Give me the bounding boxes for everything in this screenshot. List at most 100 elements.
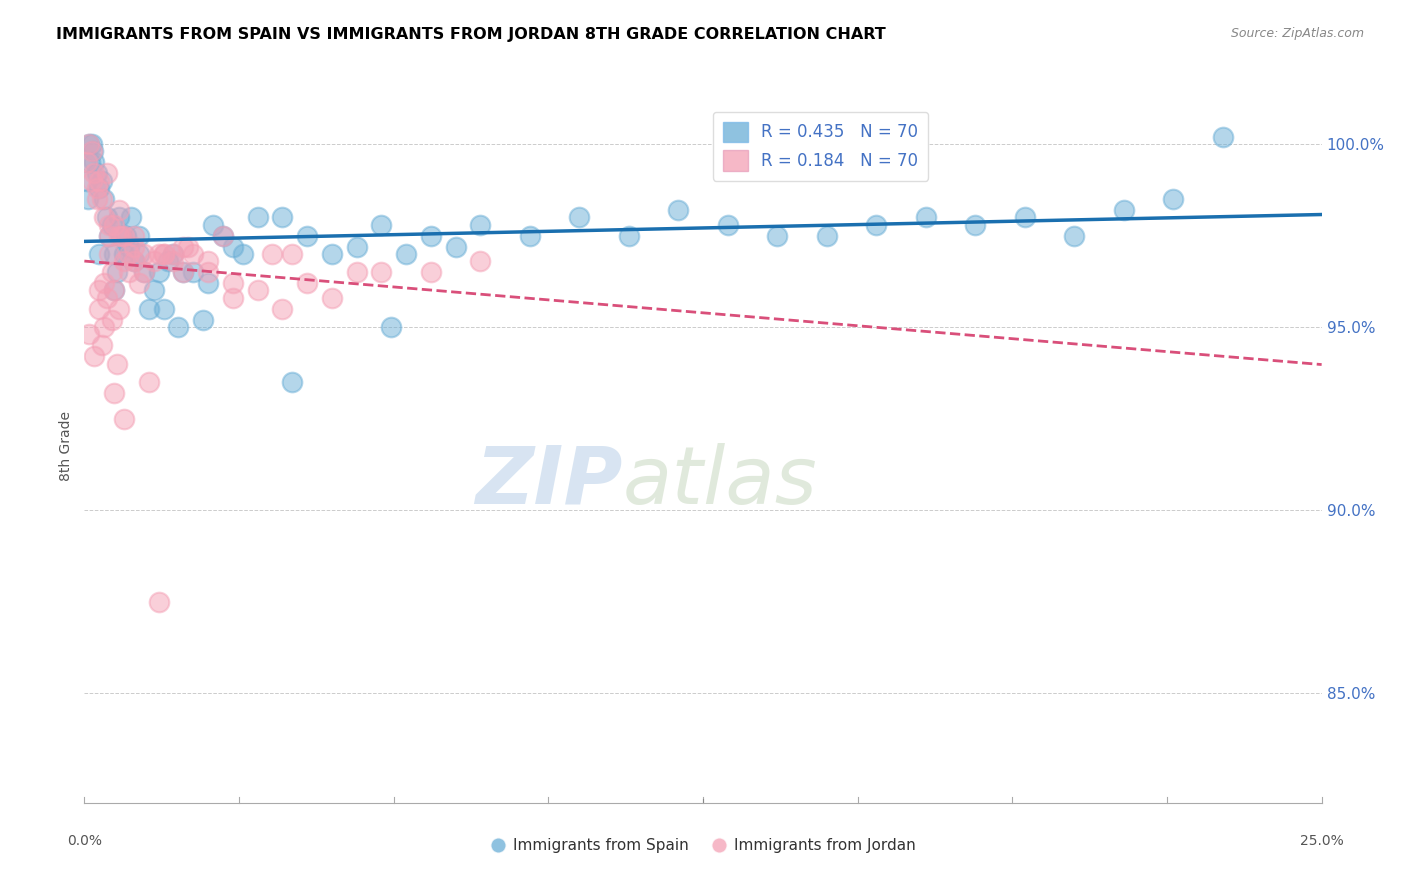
Point	[89, 284, 111, 298]
Point	[96, 166, 118, 180]
Point	[83, 349, 105, 363]
Point	[110, 228, 132, 243]
Point	[112, 228, 135, 243]
Point	[1112, 202, 1135, 217]
Point	[83, 166, 105, 180]
Point	[197, 254, 219, 268]
Point	[105, 357, 128, 371]
Point	[470, 254, 492, 268]
Point	[142, 284, 165, 298]
Point	[222, 276, 245, 290]
Text: ZIP: ZIP	[475, 442, 623, 521]
Point	[444, 239, 467, 253]
Point	[138, 375, 160, 389]
Point	[90, 338, 112, 352]
Point	[177, 239, 200, 253]
Point	[212, 228, 235, 243]
Point	[132, 265, 155, 279]
Point	[100, 218, 122, 232]
Point	[110, 228, 132, 243]
Point	[321, 247, 343, 261]
Point	[77, 192, 100, 206]
Point	[122, 254, 145, 268]
Point	[157, 254, 180, 268]
Point	[138, 301, 160, 316]
Point	[202, 218, 225, 232]
Text: Source: ZipAtlas.com: Source: ZipAtlas.com	[1230, 27, 1364, 40]
Point	[162, 254, 184, 268]
Point	[246, 211, 269, 225]
Point	[172, 239, 194, 253]
Point	[271, 301, 294, 316]
Point	[271, 211, 294, 225]
Text: atlas: atlas	[623, 442, 817, 521]
Point	[96, 291, 118, 305]
Point	[395, 247, 418, 261]
Point	[79, 137, 101, 152]
Point	[118, 247, 141, 261]
Point	[142, 254, 165, 268]
Point	[86, 192, 108, 206]
Point	[281, 247, 304, 261]
Point	[132, 265, 155, 279]
Point	[90, 174, 112, 188]
Point	[370, 265, 392, 279]
Point	[162, 247, 184, 261]
Point	[93, 276, 115, 290]
Point	[128, 228, 150, 243]
Point	[197, 265, 219, 279]
Point	[965, 218, 987, 232]
Point	[766, 228, 789, 243]
Point	[122, 254, 145, 268]
Point	[815, 228, 838, 243]
Point	[152, 301, 174, 316]
Point	[79, 327, 101, 342]
Point	[666, 202, 689, 217]
Point	[122, 239, 145, 253]
Point	[80, 174, 103, 188]
Point	[112, 411, 135, 425]
Point	[232, 247, 254, 261]
Point	[295, 276, 318, 290]
Point	[346, 239, 368, 253]
Point	[108, 211, 131, 225]
Point	[89, 174, 111, 188]
Point	[108, 228, 131, 243]
Point	[172, 265, 194, 279]
Legend: Immigrants from Spain, Immigrants from Jordan: Immigrants from Spain, Immigrants from J…	[484, 832, 922, 859]
Point	[222, 239, 245, 253]
Point	[148, 265, 170, 279]
Point	[181, 265, 204, 279]
Point	[93, 211, 115, 225]
Point	[148, 247, 170, 261]
Point	[115, 228, 138, 243]
Point	[1014, 211, 1036, 225]
Point	[82, 145, 104, 159]
Point	[380, 320, 402, 334]
Point	[1161, 192, 1184, 206]
Point	[89, 247, 111, 261]
Point	[519, 228, 541, 243]
Point	[100, 312, 122, 326]
Point	[370, 218, 392, 232]
Point	[152, 247, 174, 261]
Point	[167, 320, 190, 334]
Point	[617, 228, 640, 243]
Text: IMMIGRANTS FROM SPAIN VS IMMIGRANTS FROM JORDAN 8TH GRADE CORRELATION CHART: IMMIGRANTS FROM SPAIN VS IMMIGRANTS FROM…	[56, 27, 886, 42]
Point	[103, 218, 125, 232]
Point	[152, 247, 174, 261]
Point	[246, 284, 269, 298]
Point	[89, 301, 111, 316]
Point	[120, 211, 142, 225]
Point	[76, 174, 98, 188]
Point	[197, 276, 219, 290]
Point	[108, 202, 131, 217]
Point	[98, 228, 121, 243]
Point	[281, 375, 304, 389]
Point	[83, 155, 105, 169]
Point	[191, 312, 214, 326]
Point	[93, 320, 115, 334]
Point	[162, 247, 184, 261]
Point	[568, 211, 591, 225]
Point	[128, 247, 150, 261]
